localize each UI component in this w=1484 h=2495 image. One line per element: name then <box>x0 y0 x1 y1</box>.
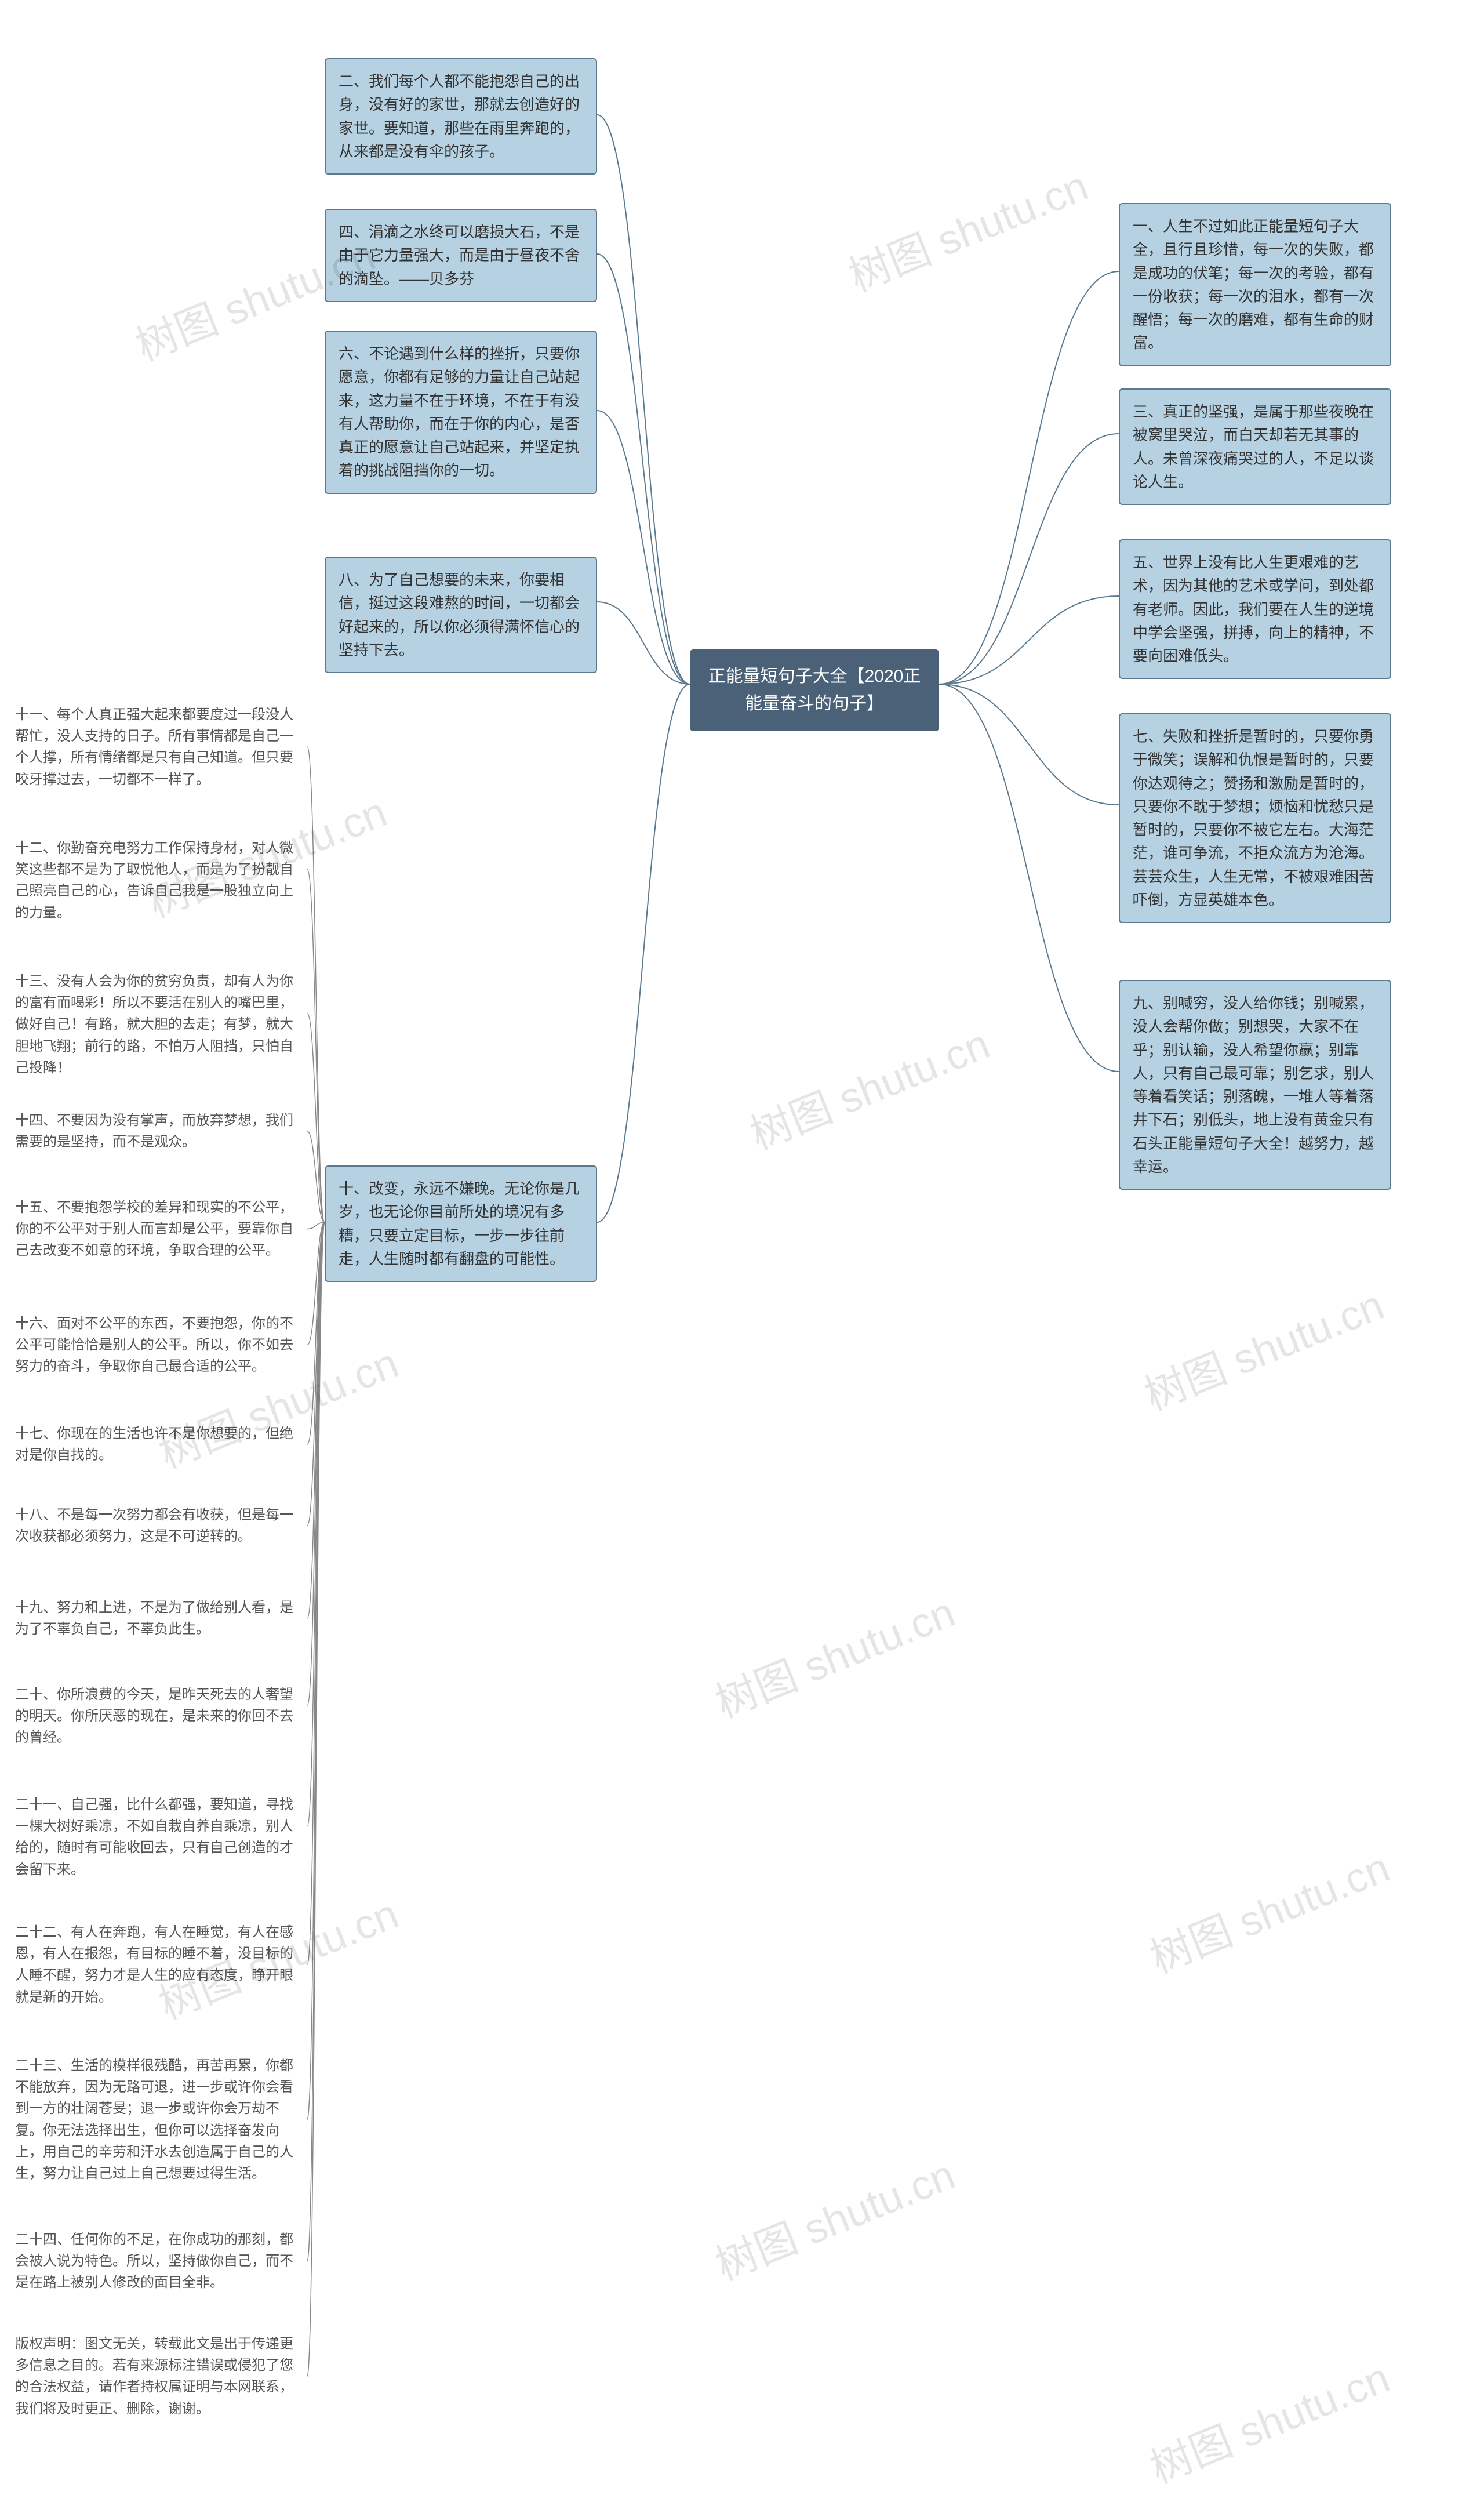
leaf-13: 二十四、任何你的不足，在你成功的那刻，都会被人说为特色。所以，坚持做你自己，而不… <box>6 2221 307 2302</box>
right-branch-4: 九、别喊穷，没人给你钱；别喊累，没人会帮你做；别想哭，大家不在乎；别认输，没人希… <box>1119 980 1391 1190</box>
leaf-14: 版权声明：图文无关，转载此文是出于传递更多信息之目的。若有来源标注错误或侵犯了您… <box>6 2325 307 2428</box>
leaf-12: 二十三、生活的模样很残酷，再苦再累，你都不能放弃，因为无路可退，进一步或许你会看… <box>6 2047 307 2192</box>
leaf-11: 二十二、有人在奔跑，有人在睡觉，有人在感恩，有人在报怨，有目标的睡不着，没目标的… <box>6 1913 307 2016</box>
left-branch-3: 八、为了自己想要的未来，你要相信，挺过这段难熬的时间，一切都会好起来的，所以你必… <box>325 557 597 673</box>
watermark: 树图 shutu.cn <box>740 1010 997 1161</box>
leaf-8: 十九、努力和上进，不是为了做给别人看，是为了不辜负自己，不辜负此生。 <box>6 1589 307 1648</box>
right-branch-2: 五、世界上没有比人生更艰难的艺术，因为其他的艺术或学问，到处都有老师。因此，我们… <box>1119 539 1391 679</box>
leaf-6: 十七、你现在的生活也许不是你想要的，但绝对是你自找的。 <box>6 1415 307 1474</box>
watermark: 树图 shutu.cn <box>1140 2344 1397 2495</box>
right-branch-1: 三、真正的坚强，是属于那些夜晚在被窝里哭泣，而白天却若无其事的人。未曾深夜痛哭过… <box>1119 388 1391 505</box>
left-branch-1: 四、涓滴之水终可以磨损大石，不是由于它力量强大，而是由于昼夜不舍的滴坠。——贝多… <box>325 209 597 302</box>
watermark: 树图 shutu.cn <box>705 2141 962 2292</box>
leaf-5: 十六、面对不公平的东西，不要抱怨，你的不公平可能恰恰是别人的公平。所以，你不如去… <box>6 1305 307 1386</box>
leaf-0: 十一、每个人真正强大起来都要度过一段没人帮忙，没人支持的日子。所有事情都是自己一… <box>6 696 307 798</box>
leaf-7: 十八、不是每一次努力都会有收获，但是每一次收获都必须努力，这是不可逆转的。 <box>6 1496 307 1555</box>
left-branch-4: 十、改变，永远不嫌晚。无论你是几岁，也无论你目前所处的境况有多糟，只要立定目标，… <box>325 1165 597 1282</box>
leaf-2: 十三、没有人会为你的贫穷负责，却有人为你的富有而喝彩！所以不要活在别人的嘴巴里，… <box>6 963 307 1087</box>
watermark: 树图 shutu.cn <box>1134 1271 1391 1422</box>
right-branch-0: 一、人生不过如此正能量短句子大全，且行且珍惜，每一次的失败，都是成功的伏笔；每一… <box>1119 203 1391 366</box>
leaf-1: 十二、你勤奋充电努力工作保持身材，对人微笑这些都不是为了取悦他人，而是为了扮靓自… <box>6 829 307 932</box>
right-branch-3: 七、失败和挫折是暂时的，只要你勇于微笑；误解和仇恨是暂时的，只要你达观待之；赞扬… <box>1119 713 1391 923</box>
watermark: 树图 shutu.cn <box>1140 1833 1397 1985</box>
leaf-9: 二十、你所浪费的今天，是昨天死去的人奢望的明天。你所厌恶的现在，是未来的你回不去… <box>6 1676 307 1757</box>
left-branch-0: 二、我们每个人都不能抱怨自己的出身，没有好的家世，那就去创造好的家世。要知道，那… <box>325 58 597 175</box>
watermark: 树图 shutu.cn <box>838 152 1096 303</box>
leaf-4: 十五、不要抱怨学校的差异和现实的不公平，你的不公平对于别人而言却是公平，要靠你自… <box>6 1189 307 1270</box>
watermark: 树图 shutu.cn <box>705 1578 962 1730</box>
leaf-10: 二十一、自己强，比什么都强，要知道，寻找一棵大树好乘凉，不如自栽自养自乘凉，别人… <box>6 1786 307 1888</box>
center-node: 正能量短句子大全【2020正能量奋斗的句子】 <box>690 649 939 731</box>
left-branch-2: 六、不论遇到什么样的挫折，只要你愿意，你都有足够的力量让自己站起来，这力量不在于… <box>325 331 597 494</box>
leaf-3: 十四、不要因为没有掌声，而放弃梦想，我们需要的是坚持，而不是观众。 <box>6 1102 307 1161</box>
